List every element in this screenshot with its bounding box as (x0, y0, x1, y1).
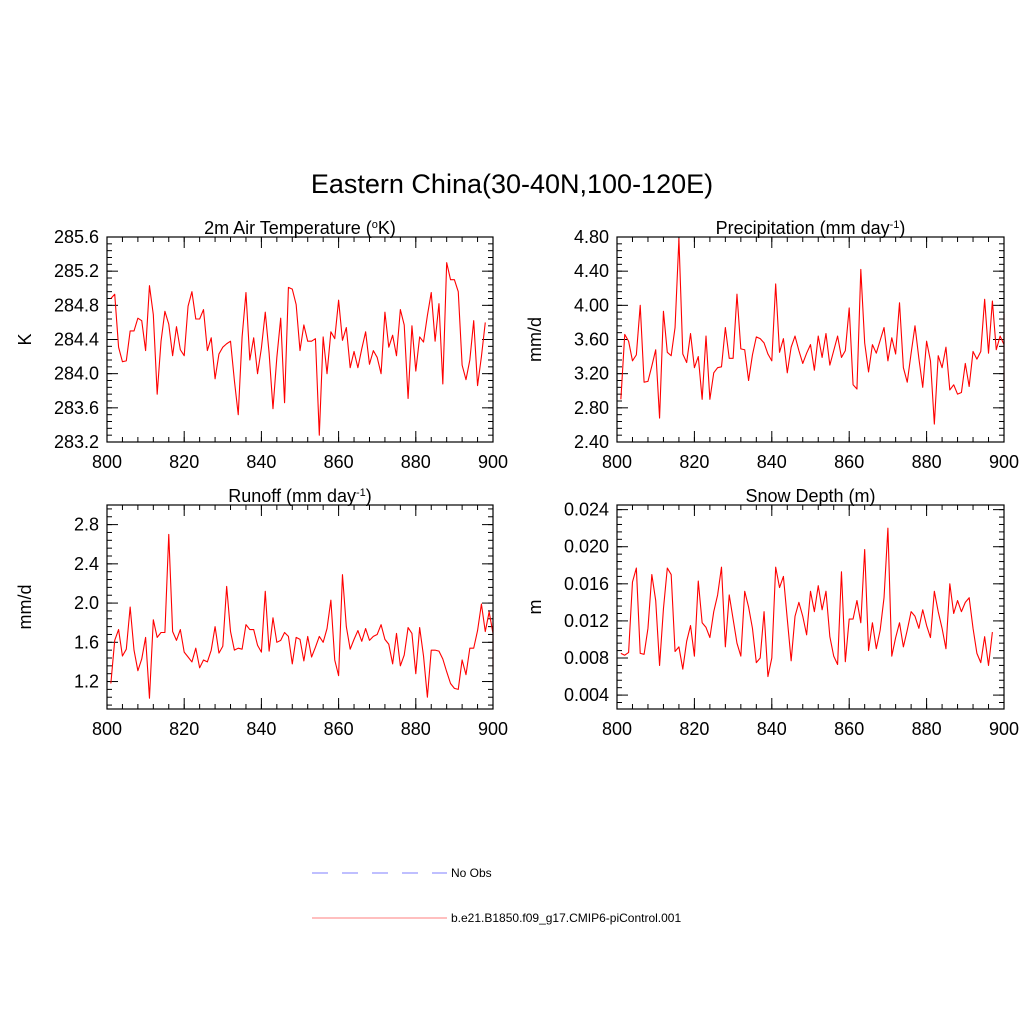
legend: No Obs b.e21.B1850.f09_g17.CMIP6-piContr… (312, 866, 681, 925)
plot-frame (616, 236, 1005, 443)
x-tick-label: 820 (169, 452, 199, 472)
y-tick-label: 2.4 (74, 554, 99, 574)
y-tick-label: 284.4 (54, 330, 99, 350)
y-tick-label: 283.6 (54, 398, 99, 418)
x-tick-label: 840 (757, 719, 787, 739)
x-tick-label: 900 (478, 452, 508, 472)
x-tick-label: 820 (679, 452, 709, 472)
y-tick-label: 0.004 (564, 685, 609, 705)
y-axis-label: mm/d (15, 585, 35, 630)
legend-obs-label: No Obs (451, 866, 492, 880)
panel-2m-air-temperature: 2m Air Temperature (oK) K 800 820 840 860 880 9… (15, 218, 508, 472)
panel-snow-depth: Snow Depth (m) m 800 820 840 860 880 900 0.004 0.… (525, 486, 1019, 739)
x-tick-label: 880 (401, 452, 431, 472)
y-axis-label: mm/d (525, 317, 545, 362)
series-line-runoff (110, 533, 494, 699)
plot-frame (106, 236, 494, 443)
x-tick-label: 820 (679, 719, 709, 739)
panel-title: Runoff (mm day-1) (228, 486, 372, 506)
y-tick-label: 0.012 (564, 611, 609, 631)
series-line-t2m (110, 262, 486, 436)
y-tick-label: 0.016 (564, 574, 609, 594)
series-line-snow (620, 527, 993, 678)
y-tick-label: 283.2 (54, 432, 99, 452)
x-tick-label: 860 (834, 719, 864, 739)
y-tick-label: 2.0 (74, 593, 99, 613)
x-tick-label: 880 (912, 719, 942, 739)
y-tick-label: 4.00 (574, 295, 609, 315)
x-tick-label: 860 (324, 719, 354, 739)
x-tick-label: 800 (602, 719, 632, 739)
y-tick-label: 1.2 (74, 672, 99, 692)
y-tick-label: 2.80 (574, 398, 609, 418)
y-tick-label: 2.8 (74, 515, 99, 535)
x-tick-label: 900 (989, 452, 1019, 472)
x-tick-label: 840 (246, 452, 276, 472)
legend-model-label: b.e21.B1850.f09_g17.CMIP6-piControl.001 (451, 911, 681, 925)
y-tick-label: 4.80 (574, 227, 609, 247)
y-tick-label: 284.0 (54, 364, 99, 384)
y-tick-label: 285.6 (54, 227, 99, 247)
y-axis-label: K (15, 333, 35, 345)
y-tick-label: 2.40 (574, 432, 609, 452)
x-tick-label: 860 (324, 452, 354, 472)
panel-runoff: Runoff (mm day-1) mm/d 800 820 840 860 880 900 1… (15, 486, 508, 739)
y-tick-label: 3.60 (574, 330, 609, 350)
y-tick-label: 3.20 (574, 364, 609, 384)
x-tick-label: 880 (401, 719, 431, 739)
y-tick-label: 1.6 (74, 632, 99, 652)
x-tick-label: 900 (989, 719, 1019, 739)
x-tick-label: 820 (169, 719, 199, 739)
panel-title: Snow Depth (m) (745, 486, 875, 506)
y-tick-label: 284.8 (54, 295, 99, 315)
y-tick-label: 0.008 (564, 648, 609, 668)
x-tick-label: 840 (246, 719, 276, 739)
y-tick-label: 4.40 (574, 261, 609, 281)
x-tick-label: 840 (757, 452, 787, 472)
x-tick-label: 860 (834, 452, 864, 472)
x-tick-label: 800 (92, 452, 122, 472)
x-tick-label: 880 (912, 452, 942, 472)
panel-title: 2m Air Temperature (oK) (204, 218, 396, 238)
y-tick-label: 0.020 (564, 537, 609, 557)
series-line-precip (620, 238, 1005, 425)
figure-title: Eastern China(30-40N,100-120E) (311, 169, 713, 199)
x-tick-label: 800 (92, 719, 122, 739)
y-tick-label: 0.024 (564, 500, 609, 520)
panel-precipitation: Precipitation (mm day-1) mm/d 800 820 840 860… (525, 218, 1019, 472)
panel-title: Precipitation (mm day-1) (716, 218, 906, 238)
x-tick-label: 800 (602, 452, 632, 472)
y-tick-label: 285.2 (54, 261, 99, 281)
plot-frame (106, 504, 494, 710)
plot-frame (616, 504, 1005, 710)
x-tick-label: 900 (478, 719, 508, 739)
y-axis-label: m (525, 600, 545, 615)
